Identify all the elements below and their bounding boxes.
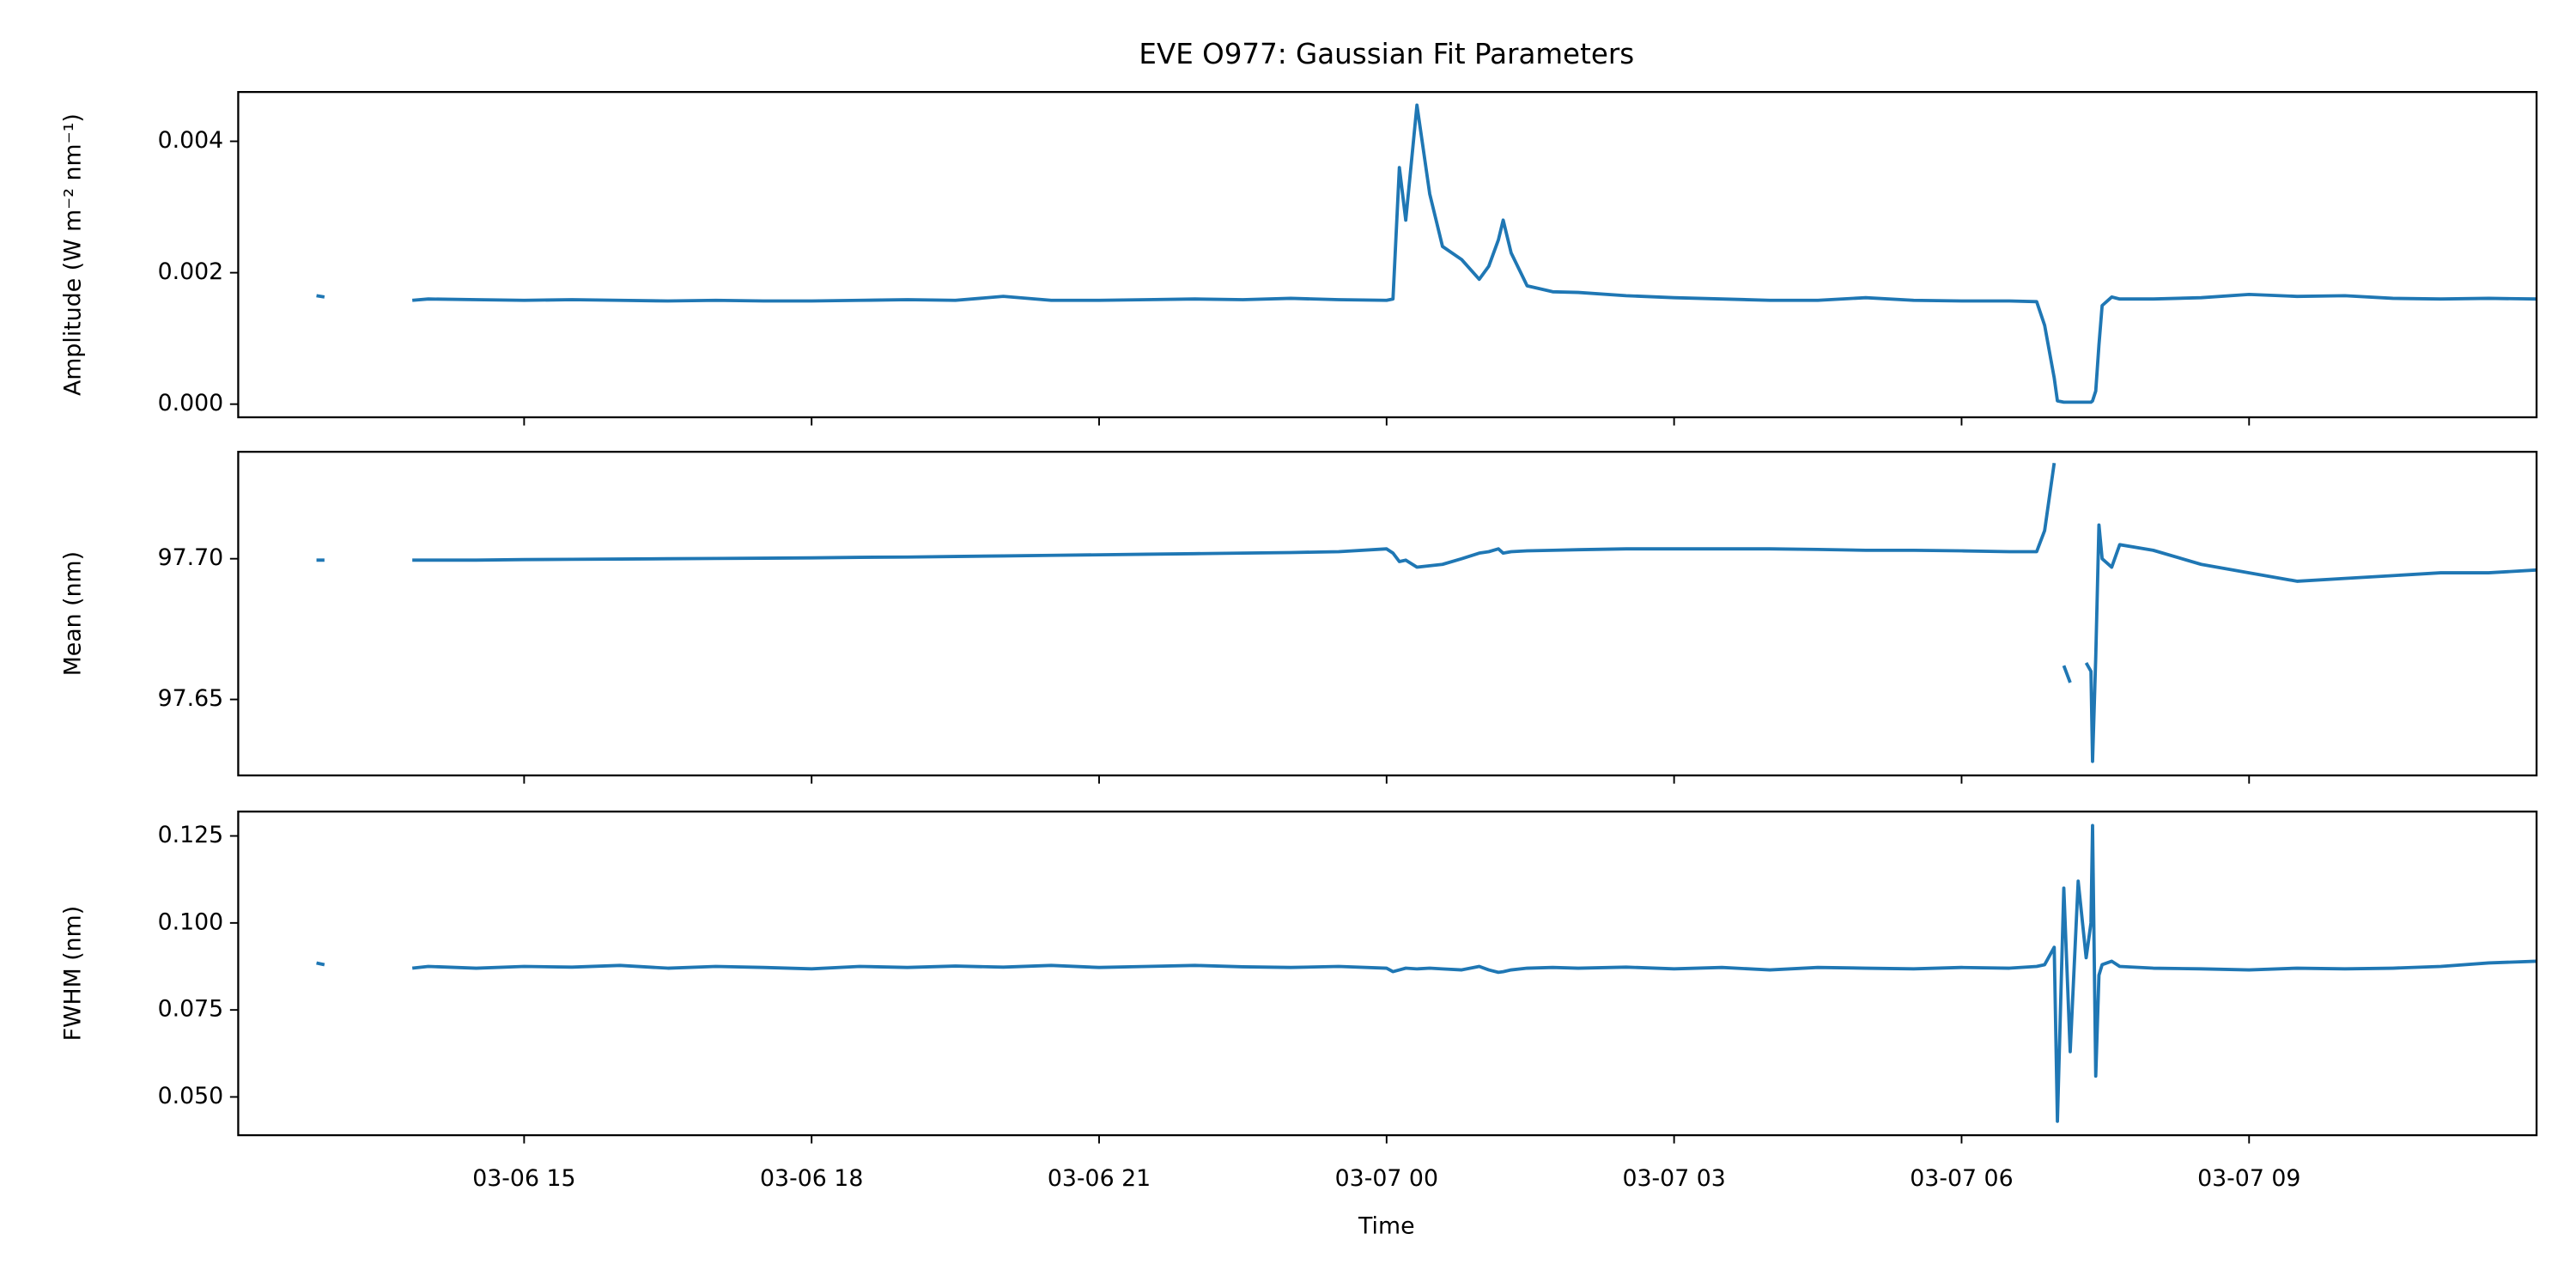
x-tick-label: 03-07 06 (1910, 1165, 2013, 1192)
data-line (316, 103, 2537, 404)
data-line (316, 462, 2537, 763)
y-axis-label: FWHM (nm) (60, 906, 87, 1042)
y-tick-label: 0.100 (158, 908, 224, 935)
axes-frame (237, 451, 2538, 777)
x-tick-label: 03-06 15 (472, 1165, 575, 1192)
y-tick-label: 0.000 (158, 390, 224, 416)
axes-frame (237, 811, 2538, 1137)
y-axis-label: Amplitude (W m⁻² nm⁻¹) (60, 113, 87, 396)
chart-title: EVE O977: Gaussian Fit Parameters (1139, 38, 1634, 70)
y-tick-label: 0.050 (158, 1083, 224, 1109)
x-tick-label: 03-06 21 (1048, 1165, 1151, 1192)
y-tick-label: 97.70 (158, 544, 224, 571)
y-axis-label: Mean (nm) (60, 551, 87, 676)
y-tick-label: 0.125 (158, 822, 224, 848)
x-tick-label: 03-07 09 (2197, 1165, 2300, 1192)
x-tick-label: 03-07 03 (1622, 1165, 1725, 1192)
axes-frame (237, 90, 2538, 419)
y-tick-label: 97.65 (158, 685, 224, 712)
x-tick-label: 03-07 00 (1335, 1165, 1438, 1192)
y-tick-label: 0.002 (158, 258, 224, 285)
x-tick-label: 03-06 18 (760, 1165, 863, 1192)
y-tick-label: 0.004 (158, 127, 224, 154)
data-line (316, 823, 2537, 1123)
y-tick-label: 0.075 (158, 996, 224, 1023)
x-axis-label: Time (1358, 1213, 1415, 1240)
